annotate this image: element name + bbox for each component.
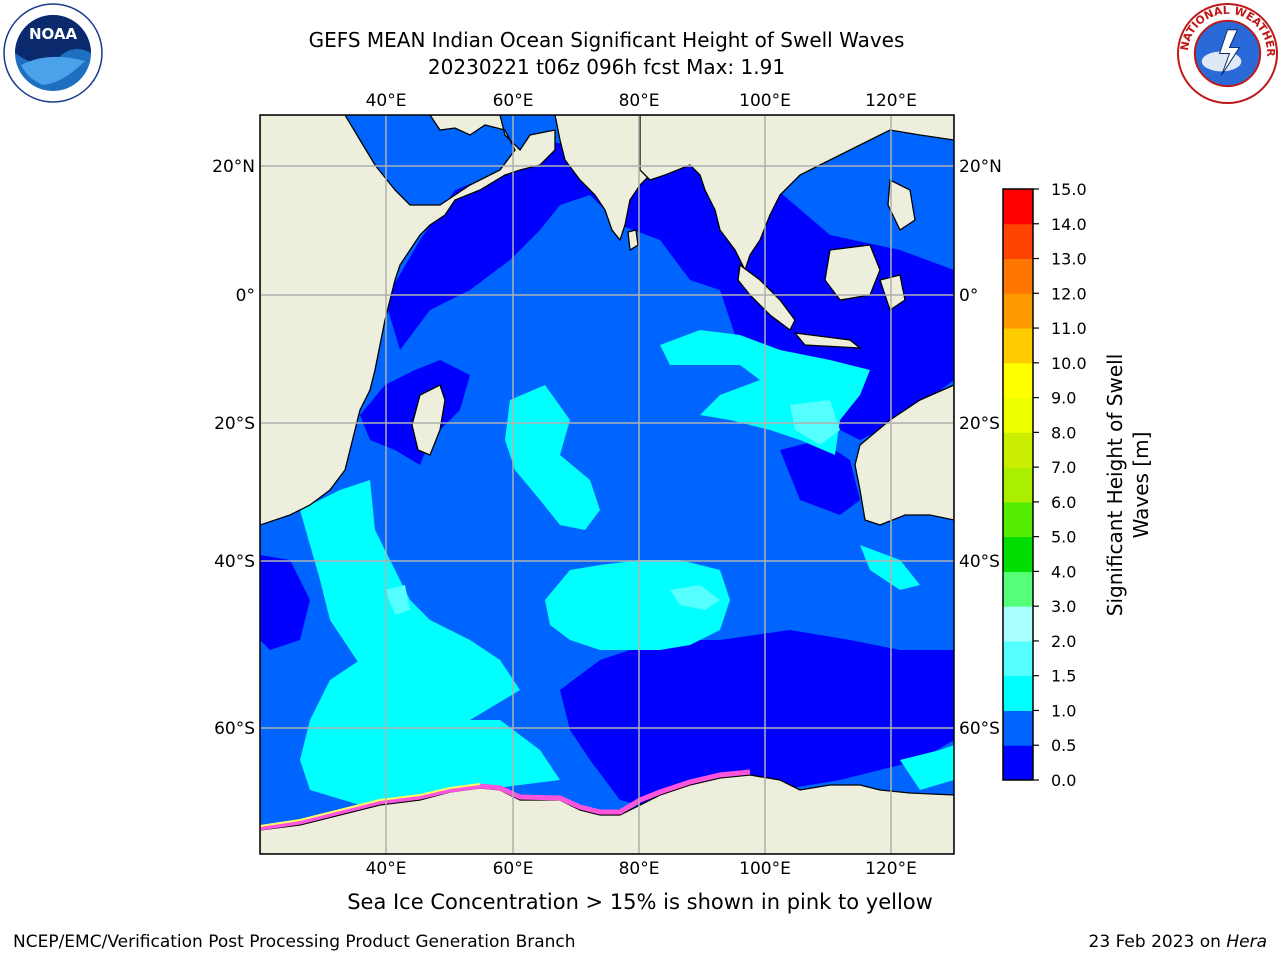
land-sulawesi <box>879 274 906 312</box>
lat-label: 20°S <box>959 414 1000 434</box>
lon-label: 120°E <box>865 91 917 111</box>
land-borneo <box>824 244 881 301</box>
colorbar-segment <box>1003 501 1033 538</box>
swell-region-low-west <box>260 555 310 650</box>
land-philippines <box>887 178 916 231</box>
nws-logo-icon: NATIONAL WEATHER SERVICE <box>1176 2 1279 105</box>
colorbar-tick-label: 0.0 <box>1051 771 1076 790</box>
map-field <box>260 115 954 854</box>
colorbar-segment <box>1003 640 1033 677</box>
graticule <box>260 115 954 854</box>
colorbar-segment <box>1003 362 1033 399</box>
land-sumatra <box>737 263 796 331</box>
colorbar-tick-label: 4.0 <box>1051 562 1076 581</box>
land-australia <box>854 384 954 526</box>
lat-label: 20°N <box>959 157 1002 177</box>
colorbar-segment <box>1003 293 1033 329</box>
swell-region-mid-kerguelen <box>545 560 730 650</box>
colorbar-tick-label: 2.0 <box>1051 632 1076 651</box>
colorbar-segment <box>1003 675 1033 711</box>
run-date: 23 Feb 2023 on Hera <box>1089 932 1267 952</box>
colorbar-tick-label: 10.0 <box>1051 354 1087 373</box>
colorbar-tick-label: 11.0 <box>1051 319 1087 338</box>
lat-label: 40°S <box>959 552 1000 572</box>
lon-label: 100°E <box>739 859 791 879</box>
lon-label: 60°E <box>493 91 534 111</box>
colorbar-tick-label: 8.0 <box>1051 423 1076 442</box>
colorbar-tick-label: 6.0 <box>1051 493 1076 512</box>
colorbar-title-line2: Waves [m] <box>1129 432 1153 539</box>
colorbar-segment <box>1003 432 1033 468</box>
swell-region-low-westaus <box>780 440 860 515</box>
colorbar-segment <box>1003 745 1033 781</box>
colorbar-frame <box>1002 188 1034 781</box>
colorbar-tick-label: 1.5 <box>1051 667 1076 686</box>
lon-label: 80°E <box>619 91 660 111</box>
colorbar-tick-label: 3.0 <box>1051 597 1076 616</box>
swell-region-high-2 <box>670 585 720 610</box>
lat-label: 60°S <box>214 719 255 739</box>
colorbar-title-line1: Significant Height of Swell <box>1103 354 1127 616</box>
land-java <box>793 332 862 349</box>
chart-subtitle: 20230221 t06z 096h fcst Max: 1.91 <box>427 55 786 79</box>
lat-label: 0° <box>959 286 978 306</box>
swell-region-low-south <box>560 630 954 810</box>
land-madagascar <box>411 384 446 456</box>
colorbar-tick-label: 9.0 <box>1051 389 1076 408</box>
lon-label: 120°E <box>865 859 917 879</box>
lon-label: 40°E <box>366 859 407 879</box>
noaa-logo-icon: NOAA <box>3 3 103 103</box>
colorbar-segment <box>1003 258 1033 294</box>
run-date-text: 23 Feb 2023 on <box>1088 932 1227 952</box>
lon-labels-top: 40°E 60°E 80°E 100°E 120°E <box>366 91 917 111</box>
colorbar-segment <box>1003 189 1033 225</box>
lon-label: 60°E <box>493 859 534 879</box>
lat-label: 40°S <box>214 552 255 572</box>
colorbar-tick-label: 15.0 <box>1051 180 1087 199</box>
colorbar-segment <box>1003 223 1033 260</box>
colorbar-segment <box>1003 606 1033 642</box>
land-sri-lanka <box>627 229 639 252</box>
colorbar-segment <box>1003 710 1033 746</box>
sea-ice-edge <box>260 769 751 831</box>
sea-ice-edge-yellow <box>260 783 481 827</box>
host-name: Hera <box>1226 932 1267 952</box>
lat-label: 0° <box>236 286 255 306</box>
colorbar-tick-label: 7.0 <box>1051 458 1076 477</box>
lon-label: 40°E <box>366 91 407 111</box>
lon-labels-bottom: 40°E 60°E 80°E 100°E 120°E <box>366 859 917 879</box>
lat-label: 20°S <box>214 414 255 434</box>
lat-labels-right: 20°N 0° 20°S 40°S 60°S <box>959 157 1002 739</box>
colorbar-segment <box>1003 328 1033 364</box>
colorbar <box>1003 189 1033 781</box>
noaa-logo-text: NOAA <box>29 25 78 43</box>
swell-region-high-3 <box>385 585 410 615</box>
colorbar-tick-label: 12.0 <box>1051 284 1087 303</box>
swell-region-mid-central <box>505 385 600 530</box>
colorbar-tick-label: 5.0 <box>1051 528 1076 547</box>
colorbar-segment <box>1003 536 1033 572</box>
sea-ice-note-text: Sea Ice Concentration > 15% is shown in … <box>347 890 933 914</box>
chart-title: GEFS MEAN Indian Ocean Significant Heigh… <box>308 28 905 52</box>
colorbar-segment <box>1003 467 1033 503</box>
colorbar-segment <box>1003 397 1033 433</box>
map-frame <box>259 114 955 855</box>
credit-text: NCEP/EMC/Verification Post Processing Pr… <box>13 932 576 952</box>
swell-region-mid-southeast <box>860 545 920 590</box>
lat-label: 20°N <box>212 157 255 177</box>
lat-label: 60°S <box>959 719 1000 739</box>
lon-label: 80°E <box>619 859 660 879</box>
colorbar-tick-label: 0.5 <box>1051 736 1076 755</box>
colorbar-segment <box>1003 571 1033 607</box>
swell-region-mid-antarctic <box>900 745 954 790</box>
colorbar-tick-label: 14.0 <box>1051 215 1087 234</box>
lat-labels-left: 20°N 0° 20°S 40°S 60°S <box>212 157 255 739</box>
colorbar-tick-label: 1.0 <box>1051 701 1076 720</box>
colorbar-tick-label: 13.0 <box>1051 250 1087 269</box>
sea-ice-note: Sea Ice Concentration > 15% is shown in … <box>0 890 1280 914</box>
lon-label: 100°E <box>739 91 791 111</box>
swell-region-mid-southwest <box>300 480 520 720</box>
colorbar-tick-labels: 0.0 0.5 1.0 1.5 2.0 3.0 4.0 5.0 6.0 7.0 8.0 9.0 10.0… <box>1033 180 1087 790</box>
